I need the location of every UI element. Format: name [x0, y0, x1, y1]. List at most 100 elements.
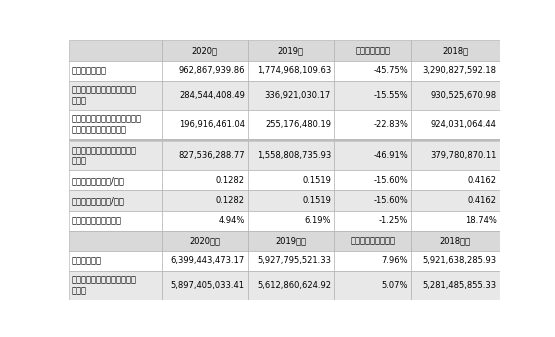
Text: 962,867,939.86: 962,867,939.86 — [178, 66, 245, 75]
Text: 0.4162: 0.4162 — [467, 176, 497, 185]
Bar — [162, 141, 248, 171]
Bar — [248, 61, 334, 81]
Bar — [411, 231, 500, 251]
Bar — [411, 141, 500, 171]
Bar — [162, 171, 248, 190]
Bar — [162, 211, 248, 231]
Text: 7.96%: 7.96% — [382, 256, 408, 265]
Bar — [334, 61, 411, 81]
Bar — [248, 251, 334, 271]
Text: 4.94%: 4.94% — [219, 216, 245, 225]
Text: 2020年: 2020年 — [192, 46, 218, 55]
Text: 归属于上市公司股东的净资产
（元）: 归属于上市公司股东的净资产 （元） — [72, 275, 137, 295]
Bar — [69, 40, 162, 61]
Bar — [162, 271, 248, 300]
Bar — [334, 81, 411, 110]
Text: 5,921,638,285.93: 5,921,638,285.93 — [422, 256, 497, 265]
Text: 0.4162: 0.4162 — [467, 196, 497, 205]
Bar — [248, 110, 334, 139]
Bar — [334, 40, 411, 61]
Bar — [69, 141, 162, 171]
Text: 归属于上市公司股东的扣除非经
常性损益的净利润（元）: 归属于上市公司股东的扣除非经 常性损益的净利润（元） — [72, 115, 142, 134]
Text: 1,558,808,735.93: 1,558,808,735.93 — [256, 151, 331, 160]
Bar — [411, 110, 500, 139]
Text: 基本每股收益（元/股）: 基本每股收益（元/股） — [72, 176, 125, 185]
Text: 924,031,064.44: 924,031,064.44 — [431, 120, 497, 129]
Bar — [69, 61, 162, 81]
Text: 2019年末: 2019年末 — [275, 236, 306, 245]
Text: 2018年: 2018年 — [442, 46, 468, 55]
Text: 经营活动产生的现金流量净额
（元）: 经营活动产生的现金流量净额 （元） — [72, 146, 137, 166]
Bar — [162, 40, 248, 61]
Text: -15.60%: -15.60% — [374, 176, 408, 185]
Text: 6.19%: 6.19% — [304, 216, 331, 225]
Bar — [248, 171, 334, 190]
Bar — [248, 271, 334, 300]
Text: 5,897,405,033.41: 5,897,405,033.41 — [171, 281, 245, 290]
Bar — [334, 110, 411, 139]
Bar — [411, 190, 500, 211]
Text: 2019年: 2019年 — [278, 46, 304, 55]
Text: 本年比上年增减: 本年比上年增减 — [355, 46, 390, 55]
Bar — [248, 190, 334, 211]
Bar — [69, 251, 162, 271]
Bar — [69, 190, 162, 211]
Bar — [162, 61, 248, 81]
Bar — [411, 251, 500, 271]
Text: 3,290,827,592.18: 3,290,827,592.18 — [422, 66, 497, 75]
Text: 5.07%: 5.07% — [382, 281, 408, 290]
Text: 930,525,670.98: 930,525,670.98 — [430, 91, 497, 100]
Bar — [411, 81, 500, 110]
Bar — [162, 110, 248, 139]
Text: -45.75%: -45.75% — [374, 66, 408, 75]
Bar — [69, 110, 162, 139]
Text: 0.1282: 0.1282 — [216, 196, 245, 205]
Bar — [69, 171, 162, 190]
Text: 6,399,443,473.17: 6,399,443,473.17 — [170, 256, 245, 265]
Bar — [69, 231, 162, 251]
Bar — [248, 231, 334, 251]
Text: -15.55%: -15.55% — [374, 91, 408, 100]
Text: -46.91%: -46.91% — [374, 151, 408, 160]
Bar — [248, 81, 334, 110]
Bar — [411, 61, 500, 81]
Bar — [334, 171, 411, 190]
Text: 255,176,480.19: 255,176,480.19 — [265, 120, 331, 129]
Bar — [162, 251, 248, 271]
Bar — [334, 141, 411, 171]
Text: 2020年末: 2020年末 — [189, 236, 220, 245]
Text: 稀释每股收益（元/股）: 稀释每股收益（元/股） — [72, 196, 125, 205]
Text: 18.74%: 18.74% — [465, 216, 497, 225]
Bar — [411, 211, 500, 231]
Text: 加权平均净资产收益率: 加权平均净资产收益率 — [72, 216, 122, 225]
Text: 827,536,288.77: 827,536,288.77 — [178, 151, 245, 160]
Bar — [248, 141, 334, 171]
Bar — [69, 139, 500, 141]
Text: 0.1519: 0.1519 — [302, 176, 331, 185]
Bar — [162, 81, 248, 110]
Bar — [162, 231, 248, 251]
Text: 营业收入（元）: 营业收入（元） — [72, 66, 107, 75]
Bar — [248, 211, 334, 231]
Bar — [162, 190, 248, 211]
Text: 5,281,485,855.33: 5,281,485,855.33 — [422, 281, 497, 290]
Bar — [411, 271, 500, 300]
Text: -1.25%: -1.25% — [379, 216, 408, 225]
Text: 归属于上市公司股东的净利润
（元）: 归属于上市公司股东的净利润 （元） — [72, 85, 137, 105]
Bar — [411, 40, 500, 61]
Text: 0.1519: 0.1519 — [302, 196, 331, 205]
Text: -15.60%: -15.60% — [374, 196, 408, 205]
Text: 284,544,408.49: 284,544,408.49 — [179, 91, 245, 100]
Bar — [248, 40, 334, 61]
Bar — [334, 251, 411, 271]
Text: 本年末比上年末增减: 本年末比上年末增减 — [350, 236, 395, 245]
Text: 0.1282: 0.1282 — [216, 176, 245, 185]
Bar — [69, 271, 162, 300]
Text: 2018年末: 2018年末 — [440, 236, 471, 245]
Bar — [69, 81, 162, 110]
Text: 379,780,870.11: 379,780,870.11 — [430, 151, 497, 160]
Bar — [411, 171, 500, 190]
Bar — [69, 211, 162, 231]
Text: 总资产（元）: 总资产（元） — [72, 256, 102, 265]
Text: 1,774,968,109.63: 1,774,968,109.63 — [256, 66, 331, 75]
